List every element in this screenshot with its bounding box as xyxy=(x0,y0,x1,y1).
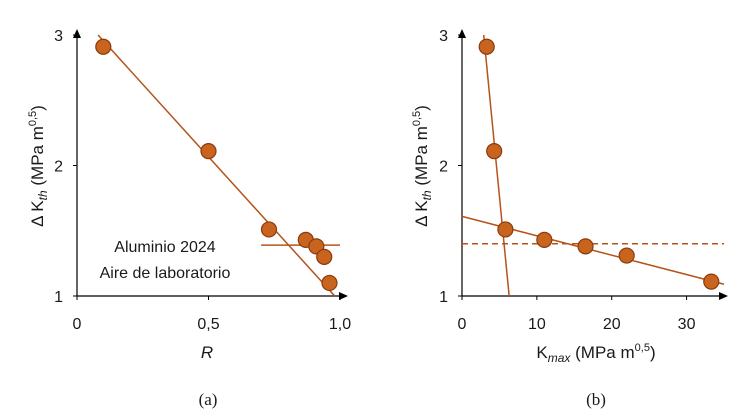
data-point xyxy=(703,273,720,290)
x-axis-title: R xyxy=(201,343,213,362)
fit-line xyxy=(97,34,336,297)
y-tick-label: 2 xyxy=(54,159,63,176)
panel-b: 0 10 20 30 1 2 3 Kmax (MPa m0,5) Δ Kth (MPa m0,5… xyxy=(411,28,728,409)
y-axis-title: Δ Kth (MPa m0,5) xyxy=(27,105,50,227)
y-axis-title: Δ Kth (MPa m0,5) xyxy=(411,105,434,227)
y-axis-arrow xyxy=(458,29,466,38)
data-point xyxy=(478,38,495,55)
data-point xyxy=(486,143,503,160)
x-tick-label: 30 xyxy=(678,316,696,333)
x-tick-label: 1,0 xyxy=(329,316,351,333)
x-tick-label: 20 xyxy=(603,316,621,333)
panel-caption: (a) xyxy=(199,390,218,409)
x-axis-arrow xyxy=(339,292,348,300)
x-tick-label: 0 xyxy=(73,316,82,333)
fit-line xyxy=(482,34,510,297)
x-tick-label: 0 xyxy=(458,316,467,333)
x-axis-arrow xyxy=(719,292,728,300)
data-point xyxy=(536,231,553,248)
data-point xyxy=(95,38,112,55)
data-point xyxy=(497,221,514,238)
y-tick-label: 1 xyxy=(439,289,448,306)
annotation-label: Aire de laboratorio xyxy=(100,265,231,282)
data-point xyxy=(618,247,635,264)
panel-caption: (b) xyxy=(586,390,606,409)
annotation-label: Aluminio 2024 xyxy=(114,239,216,256)
x-tick-label: 10 xyxy=(528,316,546,333)
data-point xyxy=(321,274,338,292)
data-point xyxy=(577,238,594,255)
y-tick-label: 3 xyxy=(54,28,63,45)
y-tick-label: 1 xyxy=(54,289,63,306)
data-point xyxy=(200,143,217,160)
panel-a: 0 0,5 1,0 1 2 3 Aluminio 2024 Aire de laborator… xyxy=(27,28,351,409)
data-point xyxy=(260,221,278,238)
x-tick-label: 0,5 xyxy=(197,316,219,333)
y-tick-label: 3 xyxy=(439,28,448,45)
x-axis-title: Kmax (MPa m0,5) xyxy=(536,342,655,365)
data-point xyxy=(316,248,333,265)
y-axis-arrow xyxy=(73,29,81,38)
y-tick-label: 2 xyxy=(439,159,448,176)
